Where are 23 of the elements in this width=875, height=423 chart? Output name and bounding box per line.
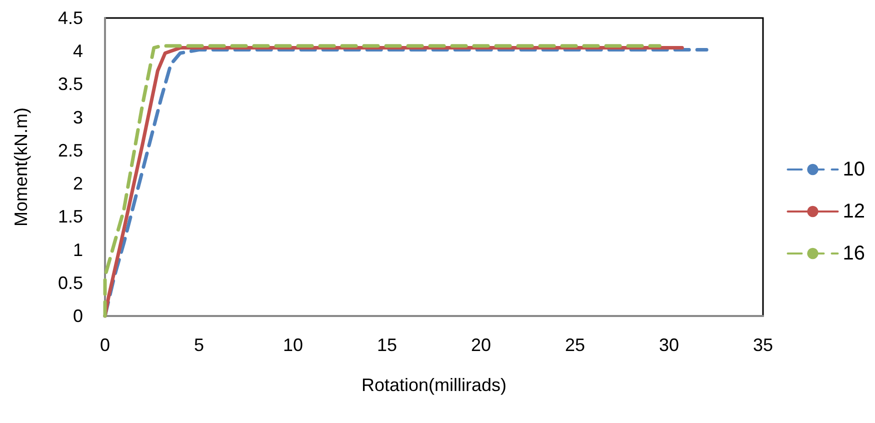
x-tick-label: 10 [282, 335, 304, 355]
legend-label: 12 [842, 200, 866, 222]
y-tick-label: 4.5 [58, 8, 83, 28]
y-tick-label: 0.5 [58, 272, 83, 293]
y-axis-title: Moment(kN.m) [11, 107, 31, 227]
y-tick-label: 1.5 [58, 206, 83, 227]
x-tick-label: 5 [194, 335, 204, 355]
y-tick-label: 2.5 [58, 140, 83, 160]
x-tick-label: 30 [658, 335, 680, 355]
x-tick-label: 0 [100, 335, 110, 355]
x-tick-label: 25 [564, 335, 586, 355]
y-tick-label: 0 [72, 306, 83, 326]
legend-label: 10 [842, 158, 866, 180]
x-tick-label: 35 [752, 335, 774, 355]
y-tick-label: 3 [72, 107, 83, 128]
y-tick-label: 2 [72, 174, 83, 194]
x-tick-label: 15 [376, 335, 398, 355]
y-tick-label: 4 [72, 41, 83, 62]
x-axis-title: Rotation(millirads) [361, 375, 507, 395]
legend-label: 16 [842, 242, 866, 264]
y-tick-label: 1 [72, 240, 83, 260]
y-tick-label: 3.5 [58, 74, 83, 94]
x-tick-label: 20 [470, 335, 492, 355]
